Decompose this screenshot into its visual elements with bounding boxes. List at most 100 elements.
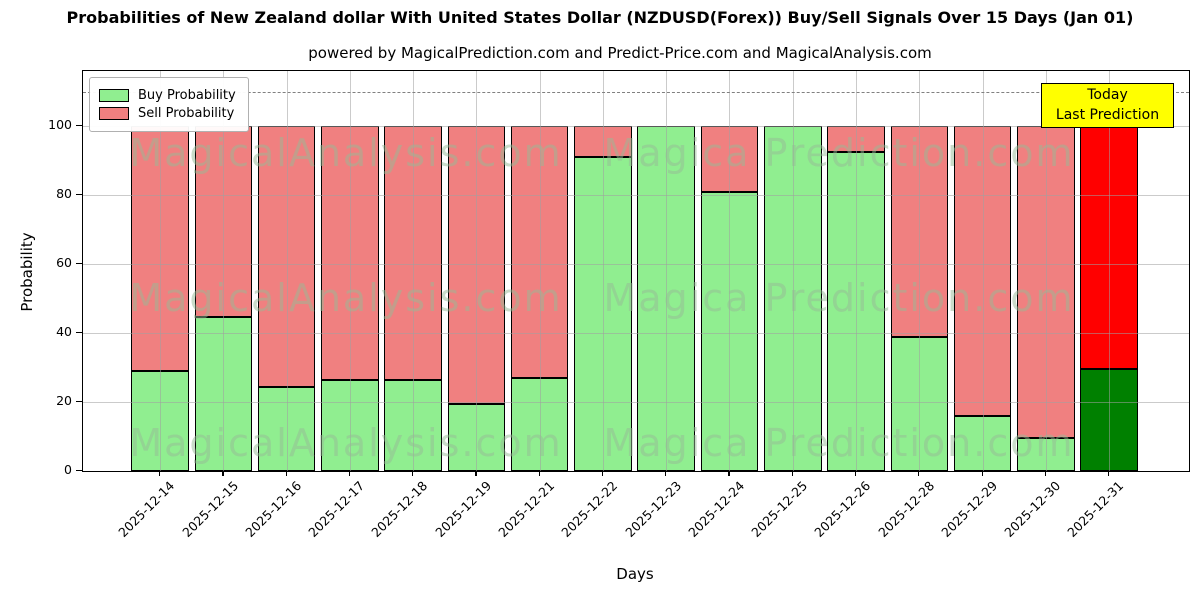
legend-label-sell: Sell Probability (138, 106, 235, 121)
x-gridline (1045, 71, 1047, 471)
y-gridline (83, 402, 1189, 403)
x-tick (665, 471, 667, 476)
y-gridline (83, 264, 1189, 266)
x-tick-label: 2025-12-22 (558, 478, 621, 540)
x-gridline (792, 71, 794, 471)
y-tick (76, 400, 82, 402)
y-tick (76, 193, 82, 195)
x-tick-label: 2025-12-23 (621, 478, 684, 540)
x-gridline (1109, 71, 1111, 471)
y-gridline (83, 333, 1189, 335)
x-tick (791, 471, 793, 476)
watermark-analysis: MagicalAnalysis.com (129, 276, 563, 320)
y-gridline (83, 195, 1189, 197)
watermark-prediction: Magica Prediction.com (603, 131, 1075, 175)
x-tick-label: 2025-12-18 (368, 478, 431, 540)
y-tick-label: 0 (64, 462, 72, 477)
buy-segment (1017, 438, 1075, 471)
sell-segment (1080, 126, 1138, 370)
y-tick (76, 469, 82, 471)
x-gridline (856, 71, 857, 471)
y-tick-label: 40 (56, 324, 72, 340)
x-tick (159, 471, 161, 476)
buy-segment (384, 379, 442, 471)
x-tick (918, 471, 920, 476)
today-annotation-box: Today Last Prediction (1041, 83, 1174, 128)
x-tick (855, 471, 857, 476)
y-gridline (83, 126, 1189, 128)
x-tick (1044, 471, 1047, 476)
x-tick-label: 2025-12-19 (432, 478, 495, 540)
x-gridline (223, 71, 225, 471)
sell-segment (384, 126, 442, 380)
x-gridline (539, 71, 541, 471)
x-gridline (602, 71, 604, 471)
y-tick (76, 262, 82, 264)
y-tick (76, 124, 82, 126)
x-gridline (413, 71, 415, 471)
x-gridline (286, 71, 288, 471)
x-tick-label: 2025-12-30 (1001, 478, 1064, 540)
x-tick (981, 471, 983, 476)
x-tick-label: 2025-12-16 (242, 478, 305, 540)
legend: Buy Probability Sell Probability (89, 77, 249, 132)
sell-segment (827, 126, 885, 152)
x-gridline (349, 71, 351, 471)
legend-item-buy: Buy Probability (99, 88, 236, 103)
x-tick-label: 2025-12-15 (178, 478, 241, 540)
y-tick-label: 60 (56, 255, 72, 271)
today-annotation-line1: Today (1087, 87, 1128, 103)
x-tick-label: 2025-12-26 (811, 478, 874, 540)
x-tick (728, 471, 730, 476)
legend-item-sell: Sell Probability (99, 106, 236, 121)
y-tick-label: 80 (56, 186, 72, 202)
x-tick-label: 2025-12-14 (115, 478, 178, 540)
buy-swatch-icon (99, 89, 129, 102)
buy-segment (637, 126, 695, 471)
y-axis-label: Probability (18, 232, 36, 312)
y-tick (76, 331, 82, 333)
chart-title: Probabilities of New Zealand dollar With… (66, 8, 1134, 27)
x-tick-label: 2025-12-31 (1064, 478, 1127, 540)
buy-segment (1080, 369, 1138, 471)
buy-segment (194, 316, 252, 471)
x-tick (1108, 471, 1110, 476)
x-tick (475, 471, 477, 476)
x-tick (601, 471, 604, 476)
x-tick (538, 471, 540, 476)
x-tick-label: 2025-12-28 (874, 478, 937, 540)
x-tick (412, 471, 414, 476)
today-annotation-line2: Last Prediction (1055, 107, 1160, 123)
sell-segment (1017, 126, 1075, 439)
x-gridline (476, 71, 478, 471)
watermark-analysis: MagicalAnalysis.com (129, 131, 563, 175)
watermark-prediction: Magica Prediction.com (603, 421, 1075, 465)
x-gridline (666, 71, 668, 471)
x-tick-label: 2025-12-17 (305, 478, 368, 540)
x-tick-label: 2025-12-21 (495, 478, 558, 540)
x-tick (222, 471, 224, 476)
watermark-prediction: Magica Prediction.com (603, 276, 1075, 320)
chart-subtitle: powered by MagicalPrediction.com and Pre… (308, 44, 932, 62)
dashed-guide-line (83, 91, 1189, 93)
x-tick-label: 2025-12-29 (938, 478, 1001, 540)
buy-segment (447, 403, 506, 471)
x-gridline (160, 71, 161, 471)
x-tick-label: 2025-12-25 (748, 478, 811, 540)
y-tick-label: 20 (56, 393, 72, 408)
x-gridline (982, 71, 984, 471)
x-tick (285, 471, 287, 476)
x-tick-label: 2025-12-24 (685, 478, 748, 540)
watermark-analysis: MagicalAnalysis.com (129, 421, 563, 465)
x-gridline (919, 71, 921, 471)
sell-segment (194, 126, 252, 317)
y-tick-label: 100 (48, 117, 72, 133)
buy-segment (827, 152, 885, 471)
x-gridline (729, 71, 731, 471)
x-tick (348, 471, 351, 476)
buy-segment (574, 157, 632, 471)
sell-swatch-icon (99, 107, 129, 120)
plot-area: MagicalAnalysis.com Magica Prediction.com… (82, 70, 1190, 472)
legend-label-buy: Buy Probability (138, 88, 236, 103)
